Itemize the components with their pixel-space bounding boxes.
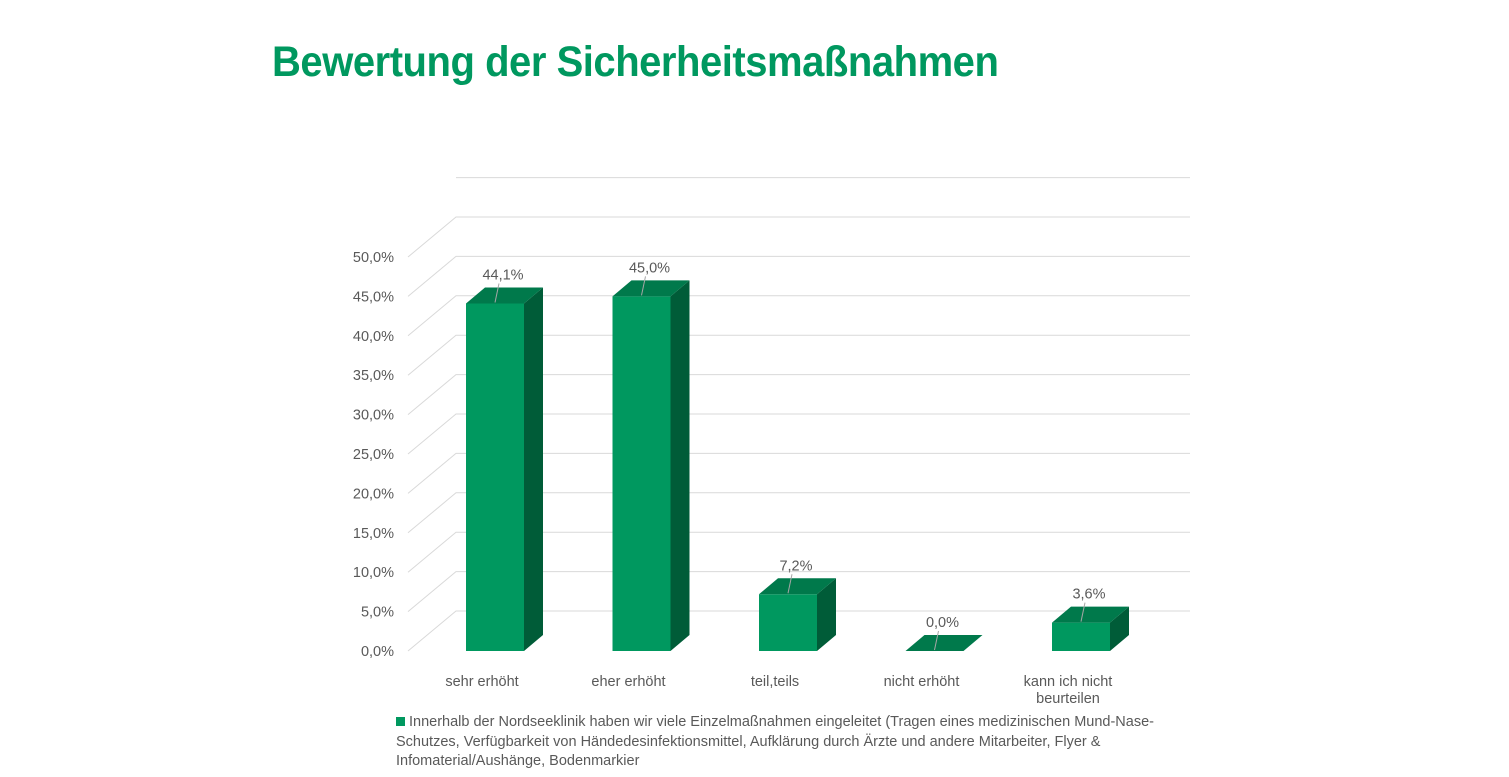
gridline	[407, 255, 1190, 297]
y-axis-ticks: 0,0% 5,0% 10,0% 15,0% 20,0% 25,0% 30,0% 35,0% 40…	[353, 250, 394, 660]
y-tick-label: 30,0%	[353, 408, 394, 424]
bar-side	[1110, 606, 1129, 651]
data-label: 44,1%	[482, 267, 523, 283]
gridlines	[407, 177, 1190, 652]
y-tick-label: 50,0%	[353, 250, 394, 266]
x-category-label: kann ich nicht	[1024, 674, 1113, 690]
bar-front	[466, 303, 524, 651]
bar	[759, 578, 836, 651]
bar-top	[466, 287, 543, 304]
x-category-label: sehr erhöht	[445, 674, 518, 690]
x-category-label: teil,teils	[751, 674, 799, 690]
y-tick-label: 45,0%	[353, 289, 394, 305]
y-tick-label: 15,0%	[353, 526, 394, 542]
bar	[905, 635, 983, 651]
data-label-leader	[1080, 602, 1086, 622]
data-label: 3,6%	[1072, 587, 1105, 603]
bar-top	[905, 635, 983, 651]
x-category-label: eher erhöht	[591, 674, 665, 690]
gridline	[407, 374, 1190, 415]
bar	[612, 280, 690, 651]
x-axis-categories: sehr erhöht eher erhöht teil,teils nicht er…	[445, 674, 1112, 707]
legend: Innerhalb der Nordseeklinik haben wir vi…	[396, 713, 1176, 772]
bar-side	[524, 287, 543, 651]
gridline	[407, 492, 1190, 534]
bars	[466, 280, 1129, 651]
bar	[1052, 606, 1129, 651]
y-tick-label: 40,0%	[353, 329, 394, 345]
data-label: 7,2%	[779, 558, 812, 574]
data-label: 45,0%	[629, 260, 670, 276]
gridline	[407, 295, 1190, 337]
x-category-label: nicht erhöht	[884, 674, 960, 690]
gridline	[407, 334, 1190, 376]
gridline	[407, 531, 1190, 573]
gridline	[407, 571, 1190, 612]
y-tick-label: 10,0%	[353, 565, 394, 581]
data-label-leader	[934, 630, 939, 651]
data-labels: 44,1% 45,0% 7,2% 0,0% 3,6%	[482, 260, 1106, 651]
data-label-leader	[494, 283, 500, 303]
bar-front	[759, 594, 817, 651]
bar-front	[1052, 622, 1110, 651]
y-tick-label: 35,0%	[353, 368, 394, 384]
gridline	[407, 610, 1190, 652]
bar-front	[612, 296, 671, 651]
bar-side	[817, 578, 836, 651]
bar-side	[670, 280, 690, 651]
y-tick-label: 5,0%	[361, 605, 394, 621]
x-category-label: beurteilen	[1036, 691, 1100, 707]
y-tick-label: 20,0%	[353, 486, 394, 502]
data-label-leader	[641, 276, 646, 296]
legend-label: Innerhalb der Nordseeklinik haben wir vi…	[396, 714, 1154, 769]
legend-swatch	[396, 717, 405, 726]
bar-top	[612, 280, 690, 297]
y-tick-label: 0,0%	[361, 644, 394, 660]
y-tick-label: 25,0%	[353, 447, 394, 463]
gridline	[407, 452, 1190, 494]
data-label: 0,0%	[926, 615, 959, 631]
bar-top	[1052, 606, 1129, 623]
bar-top	[759, 578, 836, 595]
page-title: Bewertung der Sicherheitsmaßnahmen	[272, 38, 999, 86]
gridline	[407, 216, 1190, 258]
bar	[466, 287, 543, 651]
data-label-leader	[787, 574, 793, 594]
gridline	[407, 413, 1190, 455]
